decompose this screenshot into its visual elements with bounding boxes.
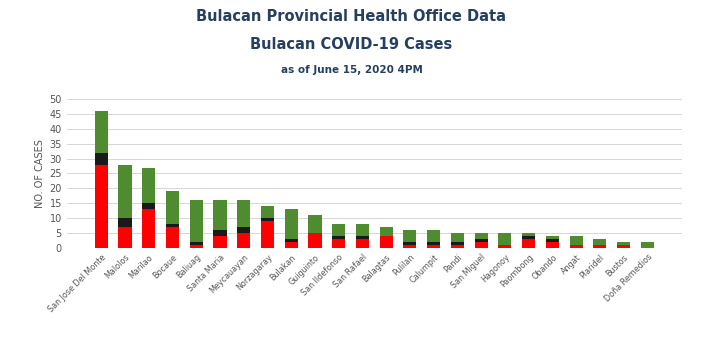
Bar <box>451 242 464 245</box>
Bar <box>404 230 416 242</box>
Text: Bulacan Provincial Health Office Data: Bulacan Provincial Health Office Data <box>197 9 506 24</box>
Bar <box>214 236 226 248</box>
Bar <box>475 239 488 242</box>
Bar <box>237 233 250 248</box>
Bar <box>95 153 108 165</box>
Bar <box>119 165 131 218</box>
Bar <box>190 200 202 242</box>
Bar <box>142 209 155 248</box>
Bar <box>522 233 535 236</box>
Bar <box>214 230 226 236</box>
Bar <box>593 239 607 245</box>
Text: Bulacan COVID-19 Cases: Bulacan COVID-19 Cases <box>250 37 453 52</box>
Bar <box>166 227 179 248</box>
Bar <box>617 242 630 245</box>
Bar <box>356 224 369 236</box>
Bar <box>546 242 559 248</box>
Bar <box>451 245 464 248</box>
Bar <box>475 233 488 239</box>
Bar <box>546 236 559 239</box>
Text: as of June 15, 2020 4PM: as of June 15, 2020 4PM <box>280 65 423 75</box>
Bar <box>95 165 108 248</box>
Bar <box>166 191 179 224</box>
Bar <box>261 221 274 248</box>
Bar <box>214 200 226 230</box>
Bar <box>285 209 298 239</box>
Bar <box>451 233 464 242</box>
Bar <box>119 227 131 248</box>
Bar <box>498 245 512 248</box>
Bar <box>285 242 298 248</box>
Bar <box>522 236 535 239</box>
Bar <box>427 230 440 242</box>
Bar <box>119 218 131 227</box>
Bar <box>261 206 274 218</box>
Bar <box>261 218 274 221</box>
Y-axis label: NO. OF CASES: NO. OF CASES <box>35 139 45 208</box>
Bar <box>190 242 202 245</box>
Bar <box>309 233 321 248</box>
Bar <box>356 236 369 239</box>
Bar <box>569 236 583 245</box>
Bar <box>142 167 155 203</box>
Bar <box>285 239 298 242</box>
Bar <box>237 200 250 227</box>
Bar <box>569 245 583 248</box>
Bar <box>522 239 535 248</box>
Bar <box>142 203 155 209</box>
Bar <box>617 245 630 248</box>
Bar <box>356 239 369 248</box>
Bar <box>333 224 345 236</box>
Bar <box>427 242 440 245</box>
Bar <box>237 227 250 233</box>
Bar <box>333 239 345 248</box>
Bar <box>546 239 559 242</box>
Bar <box>427 245 440 248</box>
Bar <box>498 233 512 245</box>
Bar <box>380 227 393 236</box>
Bar <box>309 215 321 233</box>
Bar <box>593 245 607 248</box>
Bar <box>380 236 393 248</box>
Bar <box>641 242 654 248</box>
Bar <box>190 245 202 248</box>
Bar <box>475 242 488 248</box>
Bar <box>95 111 108 153</box>
Bar <box>404 245 416 248</box>
Bar <box>404 242 416 245</box>
Bar <box>333 236 345 239</box>
Bar <box>166 224 179 227</box>
